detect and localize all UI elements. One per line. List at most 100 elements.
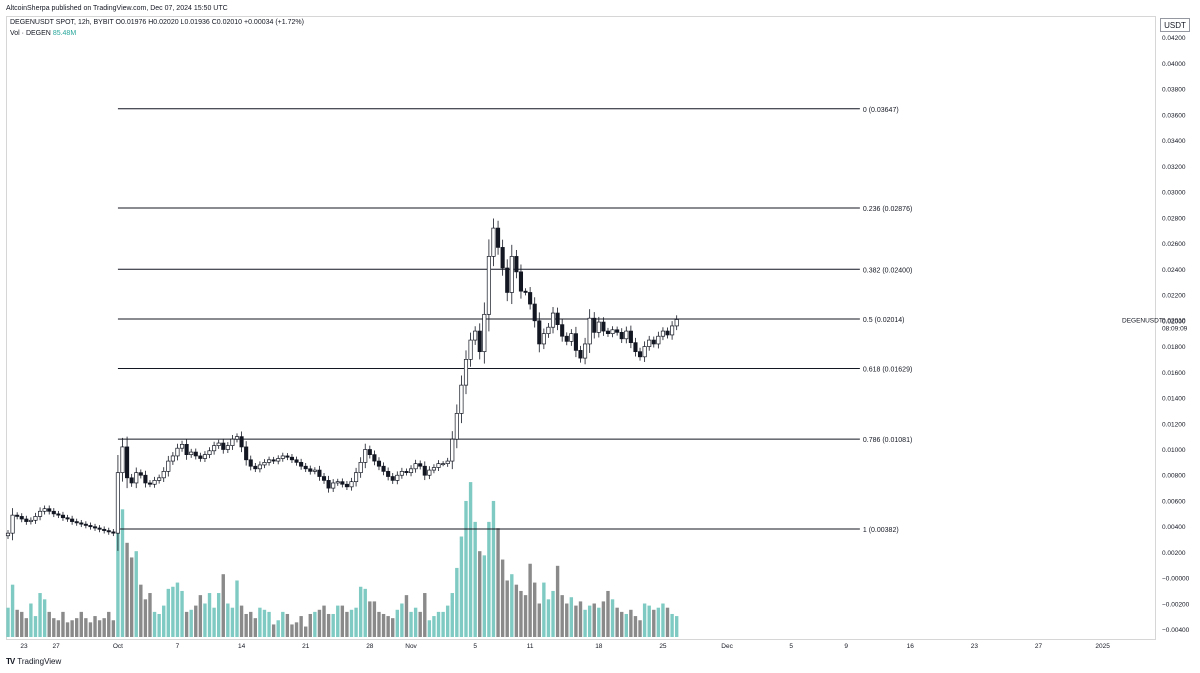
candle[interactable] <box>207 450 212 455</box>
candle[interactable] <box>546 326 551 334</box>
candle[interactable] <box>537 320 542 345</box>
candle[interactable] <box>79 522 84 525</box>
candle[interactable] <box>239 436 244 448</box>
candle[interactable] <box>376 460 382 467</box>
candle[interactable] <box>143 474 148 484</box>
candle[interactable] <box>134 472 139 484</box>
candle[interactable] <box>358 462 363 474</box>
candle[interactable] <box>500 247 505 269</box>
candle[interactable] <box>230 438 235 446</box>
candle[interactable] <box>454 413 459 440</box>
candle[interactable] <box>344 483 349 488</box>
candle[interactable] <box>294 459 299 463</box>
candle[interactable] <box>175 447 180 457</box>
candle[interactable] <box>234 436 240 440</box>
candle[interactable] <box>74 521 79 524</box>
candle[interactable] <box>147 482 153 485</box>
candle[interactable] <box>637 351 643 358</box>
candle[interactable] <box>271 459 276 462</box>
candle[interactable] <box>276 458 281 462</box>
candle[interactable] <box>408 468 414 474</box>
candle[interactable] <box>496 227 501 248</box>
chart-pane[interactable] <box>6 16 1156 640</box>
candle[interactable] <box>601 321 606 332</box>
candle[interactable] <box>660 330 665 337</box>
candle[interactable] <box>28 519 33 522</box>
candle[interactable] <box>431 467 436 471</box>
candle[interactable] <box>592 317 597 333</box>
candle[interactable] <box>573 333 578 351</box>
candle[interactable] <box>427 469 432 476</box>
candle[interactable] <box>317 469 322 477</box>
candle[interactable] <box>33 516 38 521</box>
candle[interactable] <box>184 443 189 455</box>
candle[interactable] <box>19 516 24 520</box>
candle[interactable] <box>120 446 125 474</box>
candle[interactable] <box>450 438 455 462</box>
candle[interactable] <box>212 445 217 452</box>
candle[interactable] <box>102 528 107 531</box>
candle[interactable] <box>354 472 359 483</box>
candle[interactable] <box>647 339 652 347</box>
candle[interactable] <box>193 451 198 457</box>
candle[interactable] <box>482 313 487 353</box>
candle[interactable] <box>42 508 47 512</box>
candle[interactable] <box>321 476 327 481</box>
candle[interactable] <box>651 339 656 345</box>
candle[interactable] <box>24 518 29 522</box>
candle[interactable] <box>83 523 88 526</box>
candle[interactable] <box>289 456 295 461</box>
candle[interactable] <box>505 267 510 293</box>
candle[interactable] <box>468 339 473 360</box>
candle[interactable] <box>670 325 675 336</box>
candle[interactable] <box>88 525 93 528</box>
candle[interactable] <box>331 482 336 489</box>
candle[interactable] <box>56 513 61 516</box>
candle[interactable] <box>523 290 528 293</box>
candle[interactable] <box>5 532 11 537</box>
candle[interactable] <box>262 462 267 466</box>
candle[interactable] <box>583 343 588 359</box>
candle[interactable] <box>349 481 354 488</box>
candle[interactable] <box>166 460 171 472</box>
volume-legend[interactable]: Vol · DEGEN 85.48M <box>10 30 76 37</box>
candle[interactable] <box>248 459 253 467</box>
candle[interactable] <box>564 335 569 342</box>
candle[interactable] <box>532 303 537 322</box>
candle[interactable] <box>578 350 583 359</box>
candle[interactable] <box>202 454 207 459</box>
candle[interactable] <box>399 471 404 476</box>
currency-selector[interactable]: USDT <box>1160 18 1190 32</box>
candle[interactable] <box>491 227 496 257</box>
candle[interactable] <box>244 446 249 461</box>
candle[interactable] <box>619 332 624 340</box>
candle[interactable] <box>473 330 478 341</box>
candle[interactable] <box>15 514 20 517</box>
candle[interactable] <box>555 312 560 325</box>
candle[interactable] <box>335 481 340 484</box>
candle[interactable] <box>225 445 230 450</box>
candle[interactable] <box>92 526 98 529</box>
candle[interactable] <box>418 463 423 467</box>
candle[interactable] <box>509 256 514 293</box>
candle[interactable] <box>528 292 533 305</box>
candle[interactable] <box>257 464 262 470</box>
candle[interactable] <box>326 480 331 489</box>
candle[interactable] <box>642 346 647 358</box>
candle[interactable] <box>514 256 519 273</box>
candle[interactable] <box>70 518 75 522</box>
candle[interactable] <box>386 471 391 477</box>
candle[interactable] <box>486 256 491 315</box>
candle[interactable] <box>441 463 446 466</box>
candle[interactable] <box>138 472 143 476</box>
candle[interactable] <box>157 477 162 481</box>
candle[interactable] <box>115 472 120 534</box>
candle[interactable] <box>367 449 372 455</box>
candle[interactable] <box>125 446 130 479</box>
candle[interactable] <box>340 481 345 485</box>
candle[interactable] <box>541 333 546 345</box>
candle[interactable] <box>267 459 272 463</box>
candle[interactable] <box>111 531 116 534</box>
candle[interactable] <box>656 335 661 345</box>
candle[interactable] <box>308 468 313 472</box>
